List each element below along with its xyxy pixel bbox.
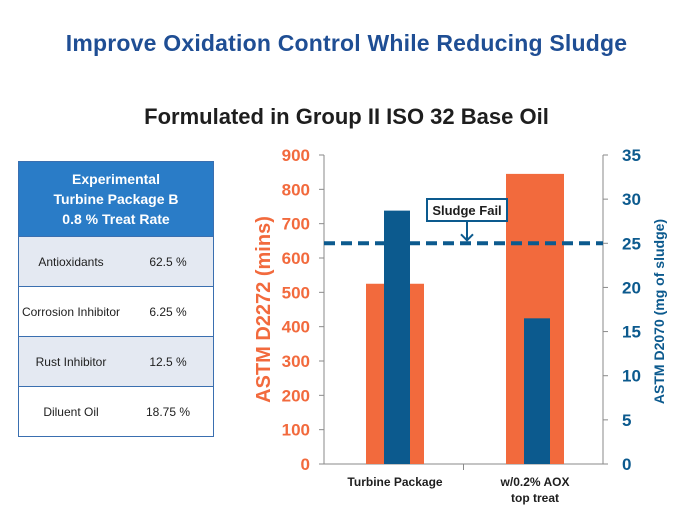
bar-blue: [524, 318, 550, 464]
right-tick-label: 35: [622, 146, 641, 165]
left-tick-label: 100: [282, 421, 310, 440]
page-subtitle: Formulated in Group II ISO 32 Base Oil: [144, 104, 549, 129]
left-tick-label: 0: [301, 455, 310, 474]
row-value: 62.5 %: [149, 254, 187, 269]
right-tick-label: 30: [622, 190, 641, 209]
right-tick-label: 10: [622, 367, 641, 386]
table-row-rust-inhibitor: Rust Inhibitor 12.5 %: [19, 337, 213, 387]
right-tick-label: 20: [622, 278, 641, 297]
left-tick-label: 700: [282, 215, 310, 234]
table-header-line-2: Turbine Package B: [53, 191, 179, 207]
row-name: Corrosion Inhibitor: [21, 304, 121, 319]
row-name: Antioxidants: [38, 254, 104, 269]
right-tick-label: 0: [622, 455, 631, 474]
category-label: w/0.2% AOX: [500, 475, 570, 489]
right-tick-label: 25: [622, 234, 641, 253]
table-row-corrosion-inhibitor: Corrosion Inhibitor 6.25 %: [19, 287, 213, 337]
page-title: Improve Oxidation Control While Reducing…: [65, 30, 628, 56]
right-tick-label: 5: [622, 411, 631, 430]
row-value: 12.5 %: [149, 354, 187, 369]
left-tick-label: 600: [282, 249, 310, 268]
table-header: Experimental Turbine Package B 0.8 % Tre…: [19, 162, 213, 237]
category-label: Turbine Package: [347, 475, 442, 489]
sludge-fail-label: Sludge Fail: [432, 203, 501, 218]
left-tick-label: 500: [282, 283, 310, 302]
sludge-fail-arrow-head: [460, 233, 474, 242]
row-value: 18.75 %: [145, 404, 191, 419]
formulation-table: Experimental Turbine Package B 0.8 % Tre…: [18, 161, 214, 437]
table-header-line-1: Experimental: [72, 171, 160, 187]
right-tick-label: 15: [622, 323, 641, 342]
table-header-line-3: 0.8 % Treat Rate: [62, 211, 170, 227]
category-label: top treat: [511, 491, 559, 505]
left-tick-label: 300: [282, 352, 310, 371]
bar-blue: [384, 210, 410, 464]
left-tick-label: 800: [282, 180, 310, 199]
row-value: 6.25 %: [149, 304, 187, 319]
left-tick-label: 900: [282, 146, 310, 165]
right-axis-title: ASTM D2070 (mg of sludge): [651, 219, 667, 404]
left-tick-label: 200: [282, 386, 310, 405]
left-axis-title: ASTM D2272 (mins): [253, 216, 275, 403]
table-row-antioxidants: Antioxidants 62.5 %: [19, 237, 213, 287]
left-tick-label: 400: [282, 318, 310, 337]
table-row-diluent-oil: Diluent Oil 18.75 %: [19, 387, 213, 436]
row-name: Rust Inhibitor: [35, 354, 107, 369]
row-name: Diluent Oil: [43, 404, 99, 419]
